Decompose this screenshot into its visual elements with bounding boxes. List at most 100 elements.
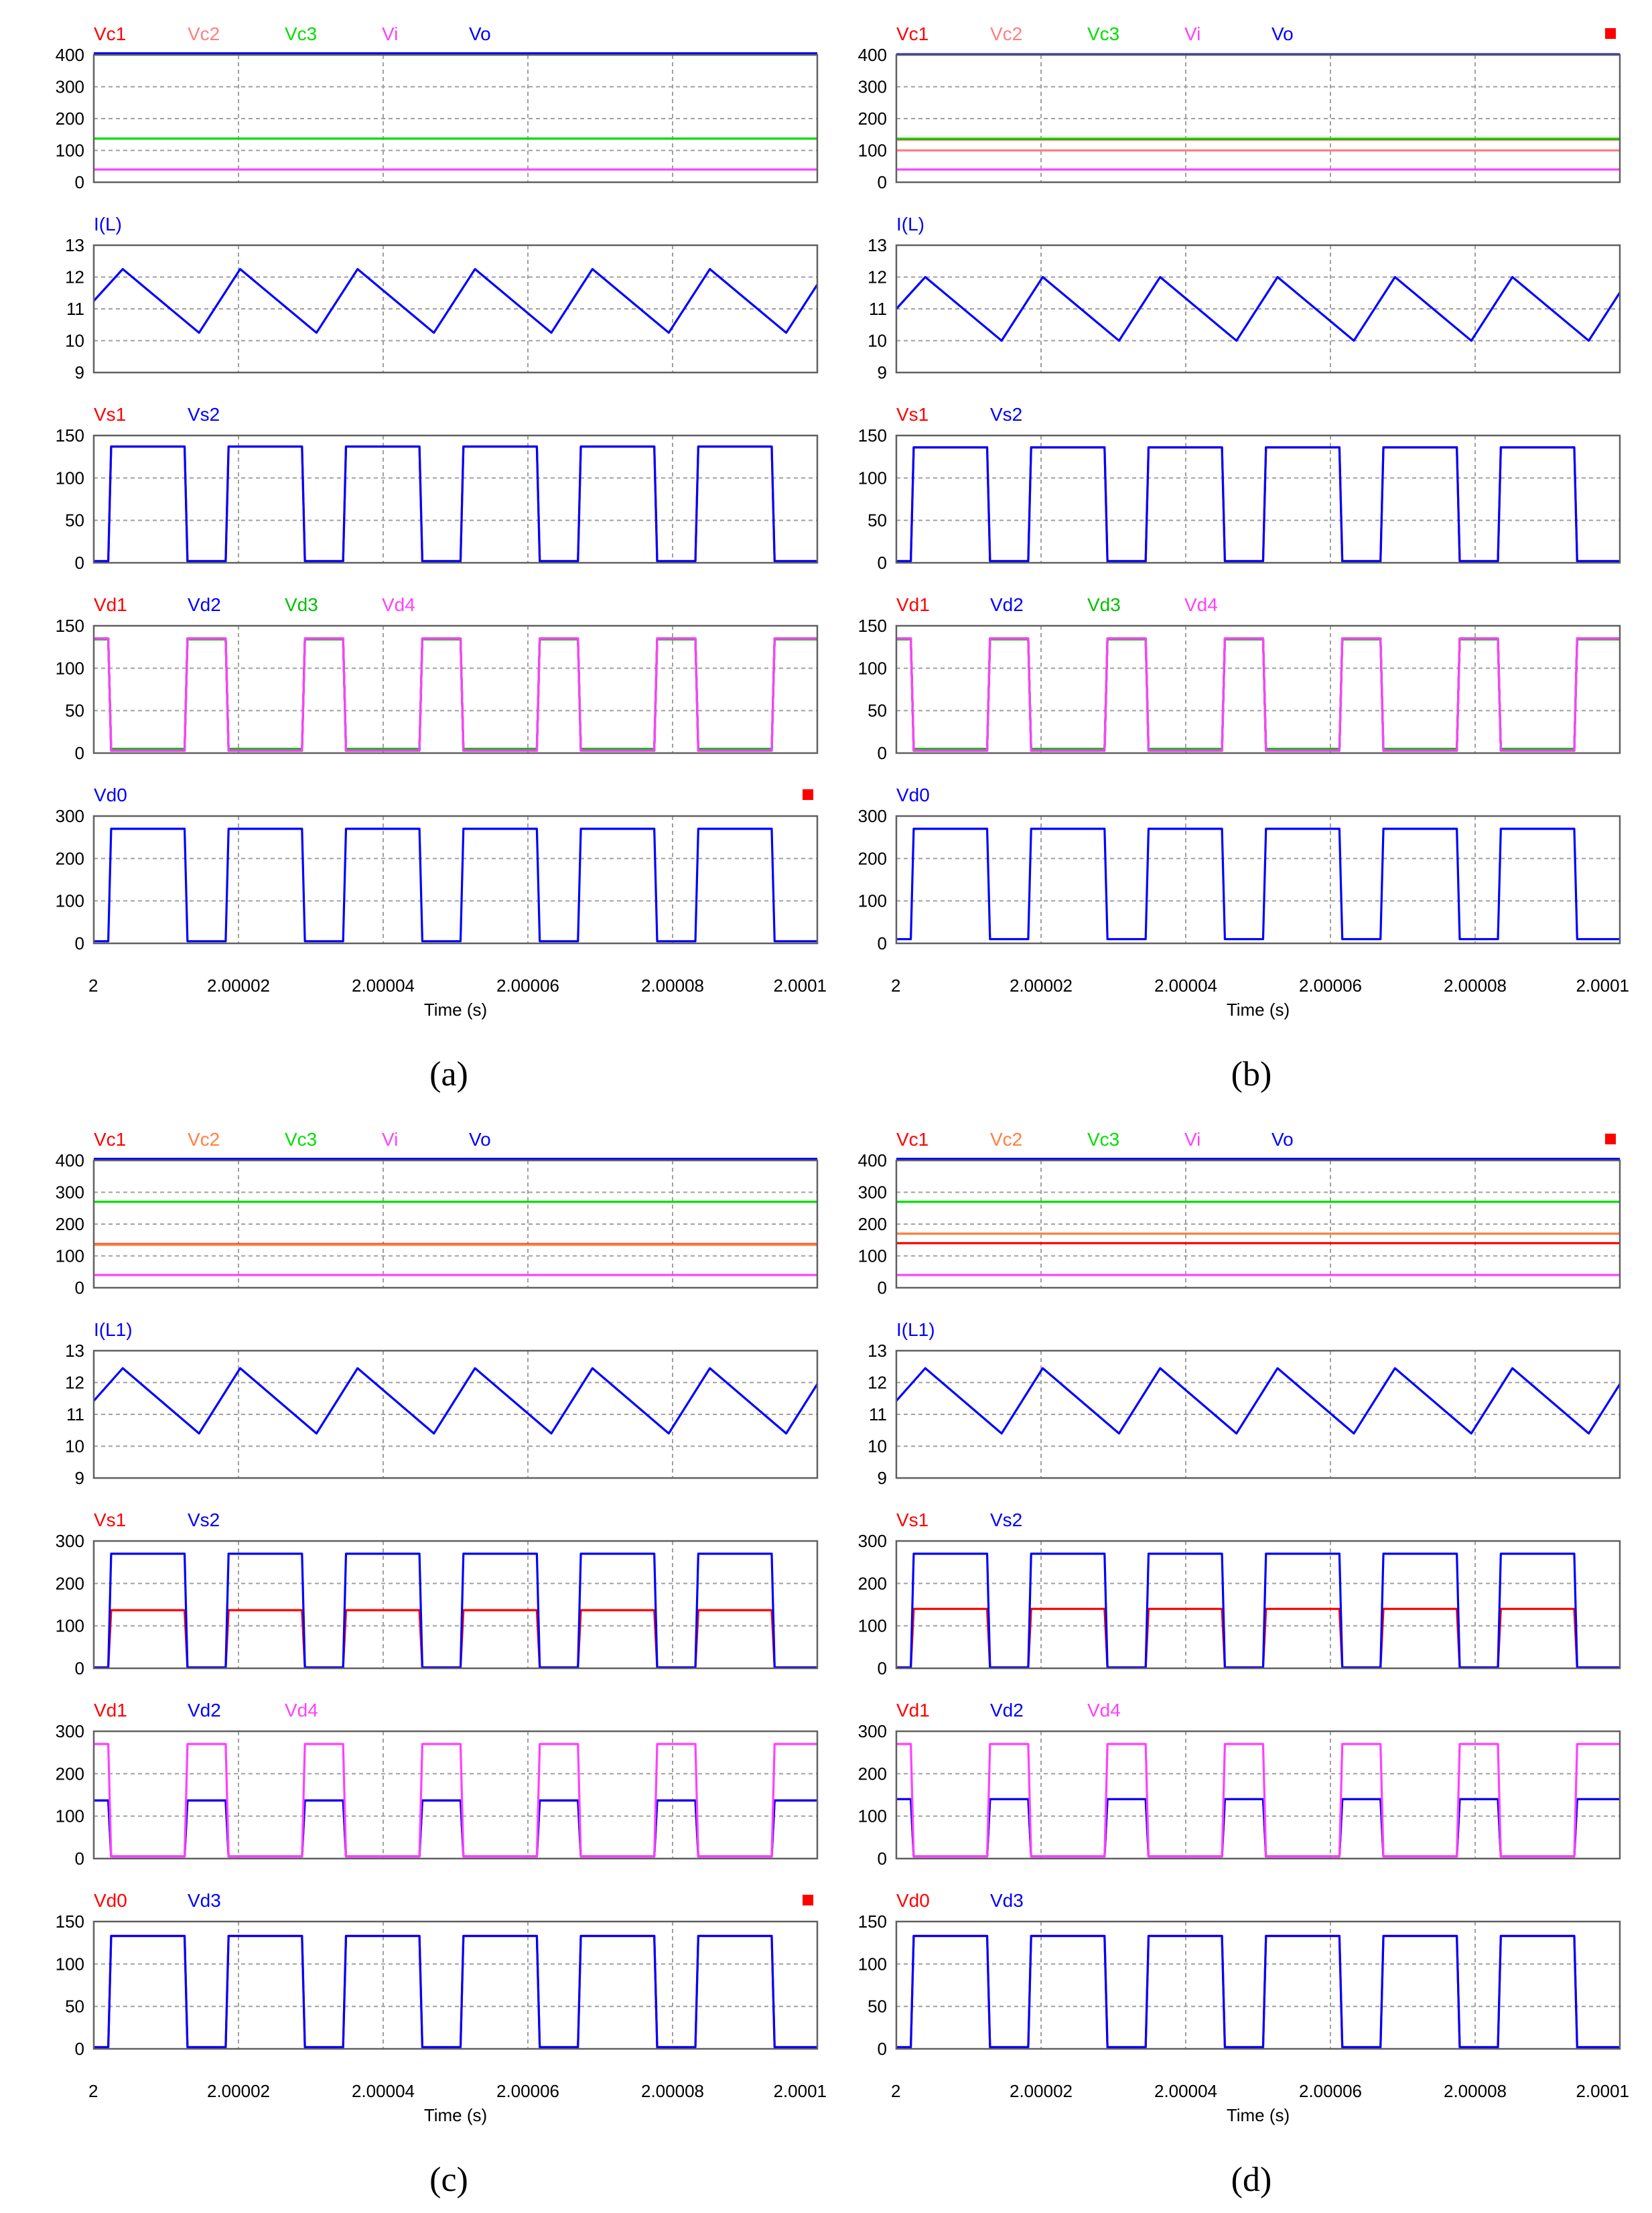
legend-vd2: Vd2 xyxy=(990,1700,1024,1721)
legend-vd0: Vd0 xyxy=(896,785,930,805)
y-tick-label: 300 xyxy=(56,77,84,97)
legend-vs2: Vs2 xyxy=(990,404,1022,425)
trace-vd0 xyxy=(94,827,817,943)
y-tick-label: 400 xyxy=(56,1150,84,1170)
trace-vd1 xyxy=(94,637,817,752)
x-tick-label: 2.0001 xyxy=(1576,2081,1629,2101)
y-tick-label: 100 xyxy=(858,1616,887,1636)
legend-il: I(L) xyxy=(896,214,924,234)
subplot-2: I(L1) 9 10 11 12 13 xyxy=(868,1319,1621,1488)
y-tick-label: 50 xyxy=(65,511,84,531)
legend-vd2: Vd2 xyxy=(188,1700,221,1721)
marker-square xyxy=(1605,1134,1616,1144)
plot-frame xyxy=(895,815,1621,945)
trace-vd1 xyxy=(94,1799,817,1858)
plot-frame xyxy=(92,1349,819,1479)
y-tick-label: 12 xyxy=(868,267,887,287)
plot-frame xyxy=(92,1159,819,1289)
legend-vd2: Vd2 xyxy=(188,594,221,615)
y-tick-label: 9 xyxy=(878,1468,887,1488)
legend-vd2: Vd2 xyxy=(990,594,1024,615)
legend-vs2: Vs2 xyxy=(188,1510,220,1530)
y-tick-label: 200 xyxy=(56,109,84,129)
trace-vd3 xyxy=(94,1934,817,2049)
panel-caption: (d) xyxy=(1231,2161,1272,2199)
trace-vd3 xyxy=(896,1934,1620,2049)
trace-il1 xyxy=(895,1367,1621,1435)
legend-vi: Vi xyxy=(382,1129,398,1150)
subplot-3: Vs1 Vs2 0 100 200 300 xyxy=(858,1510,1621,1678)
plot-frame xyxy=(92,1730,819,1860)
x-tick-label: 2.00004 xyxy=(1154,2081,1217,2101)
legend-il: I(L) xyxy=(94,214,122,234)
trace-vs2 xyxy=(896,446,1620,563)
y-tick-label: 13 xyxy=(868,235,887,255)
x-tick-label: 2.0001 xyxy=(773,2081,827,2101)
plot-frame xyxy=(92,1920,819,2050)
legend-vc1: Vc1 xyxy=(94,23,126,44)
x-tick-label: 2.00008 xyxy=(1444,976,1507,996)
y-tick-label: 11 xyxy=(66,299,84,319)
trace-vs1 xyxy=(94,1609,817,1669)
panel-caption: (c) xyxy=(429,2161,468,2199)
legend-vd1: Vd1 xyxy=(94,594,127,615)
y-tick-label: 0 xyxy=(75,743,84,763)
trace-vs1 xyxy=(94,445,817,563)
legend-vc3: Vc3 xyxy=(285,23,317,44)
trace-vd1 xyxy=(896,637,1620,752)
trace-vd0 xyxy=(94,1934,817,2049)
y-tick-label: 0 xyxy=(878,2039,887,2059)
y-tick-label: 0 xyxy=(75,1278,84,1298)
trace-vs1 xyxy=(896,1607,1620,1669)
subplot-2: I(L) 9 10 11 12 13 xyxy=(868,214,1621,383)
x-tick-label: 2.00002 xyxy=(1010,2081,1073,2101)
y-tick-label: 200 xyxy=(56,1214,84,1234)
y-tick-label: 100 xyxy=(56,658,84,678)
plot-frame xyxy=(895,434,1621,564)
subplot-1: Vc1 Vc2 Vc3 Vi Vo 0 100 200 300 400 xyxy=(56,23,819,192)
y-tick-label: 300 xyxy=(858,77,887,97)
plot-frame xyxy=(895,1159,1621,1289)
legend-vc3: Vc3 xyxy=(1087,1129,1119,1150)
y-tick-label: 0 xyxy=(75,1849,84,1869)
y-tick-label: 50 xyxy=(868,1997,887,2017)
y-tick-label: 400 xyxy=(858,45,887,65)
y-tick-label: 200 xyxy=(858,848,887,868)
y-tick-label: 200 xyxy=(56,1573,84,1593)
y-tick-label: 0 xyxy=(878,1658,887,1678)
y-tick-label: 100 xyxy=(858,141,887,161)
y-tick-label: 200 xyxy=(858,1214,887,1234)
legend-vo: Vo xyxy=(469,1129,491,1150)
legend-vd4: Vd4 xyxy=(1087,1700,1121,1721)
legend-vc1: Vc1 xyxy=(896,1129,928,1150)
subplot-2: I(L1) 9 10 11 12 13 xyxy=(65,1319,819,1488)
trace-vs2 xyxy=(94,1552,817,1669)
plot-frame xyxy=(92,624,819,754)
y-tick-label: 0 xyxy=(75,553,84,573)
plot-frame xyxy=(895,1349,1621,1479)
y-tick-label: 100 xyxy=(56,1246,84,1266)
y-tick-label: 10 xyxy=(65,1436,84,1457)
y-tick-label: 200 xyxy=(56,1763,84,1784)
plot-frame xyxy=(895,624,1621,754)
x-axis-label: Time (s) xyxy=(424,2105,487,2125)
trace-vd3 xyxy=(94,638,817,750)
x-tick-label: 2.00008 xyxy=(641,2081,704,2101)
trace-vs2 xyxy=(94,445,817,563)
y-tick-label: 50 xyxy=(868,511,887,531)
y-tick-label: 12 xyxy=(65,1373,84,1393)
plot-frame xyxy=(92,815,819,945)
subplot-4: Vd1 Vd2 Vd3 Vd4 0 50 100 150 xyxy=(56,594,819,763)
trace-vd0 xyxy=(896,1934,1620,2049)
legend-vc2: Vc2 xyxy=(188,1129,220,1150)
legend-vd0: Vd0 xyxy=(94,1890,127,1911)
trace-vd4 xyxy=(896,1743,1620,1858)
x-tick-label: 2.00006 xyxy=(1299,976,1362,996)
legend-vc2: Vc2 xyxy=(990,1129,1022,1150)
y-tick-label: 150 xyxy=(56,616,84,636)
y-tick-label: 100 xyxy=(56,468,84,488)
trace-vd3 xyxy=(896,638,1620,750)
legend-vd4: Vd4 xyxy=(285,1700,318,1721)
x-tick-label: 2.00004 xyxy=(352,976,415,996)
